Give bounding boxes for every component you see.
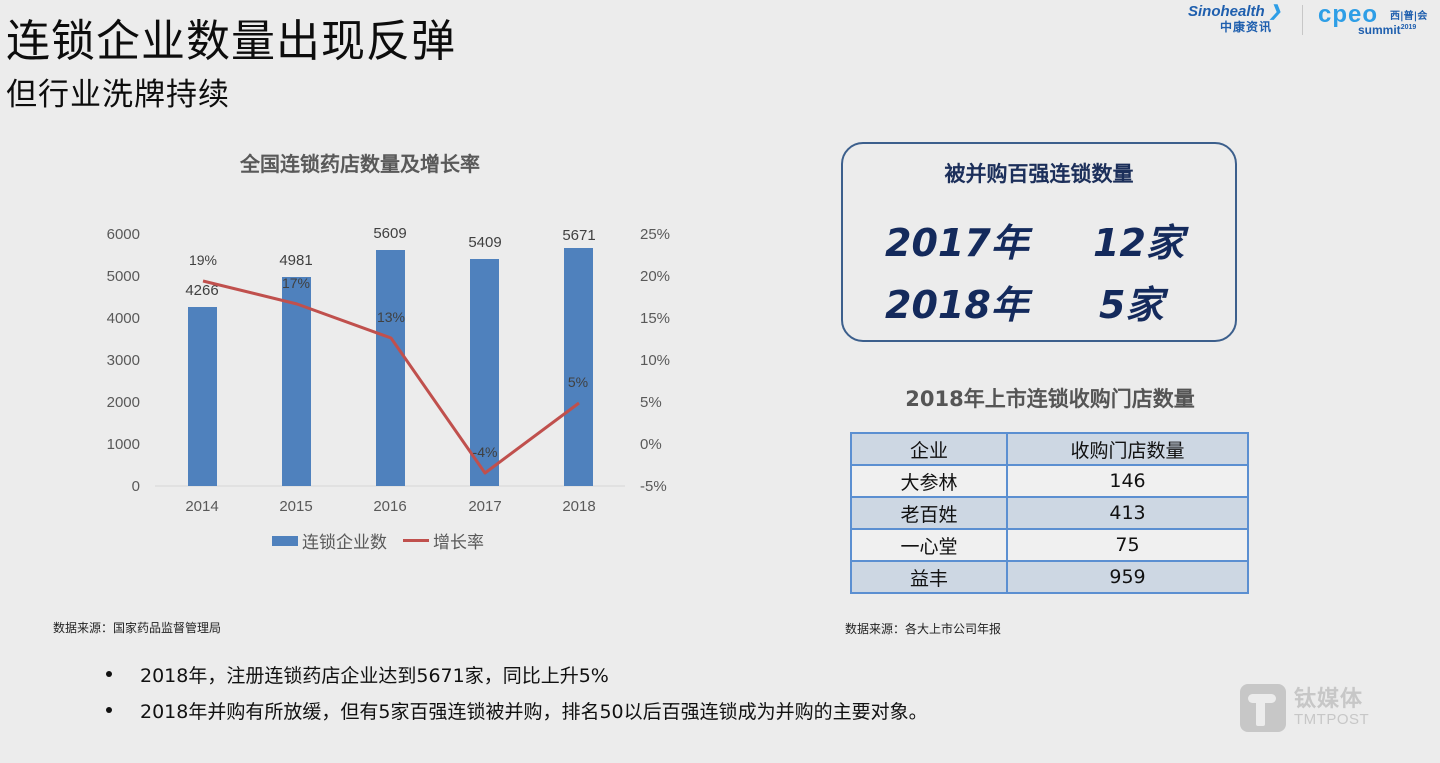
right-axis: -5% 0% 5% 10% 15% 20% 25% — [640, 226, 670, 495]
company-cell: 大参林 — [850, 464, 1008, 498]
ma-box-title: 被并购百强连锁数量 — [944, 162, 1134, 186]
logo-divider — [1302, 5, 1303, 35]
bar-2016 — [376, 250, 405, 486]
svg-text:15%: 15% — [640, 310, 670, 327]
svg-text:2018: 2018 — [562, 498, 595, 515]
svg-text:5%: 5% — [568, 374, 588, 390]
page-title: 连锁企业数量出现反弹 — [6, 16, 456, 67]
svg-text:5671: 5671 — [562, 227, 595, 244]
svg-text:6000: 6000 — [107, 226, 140, 243]
bullet-text: 2018年，注册连锁药店企业达到5671家，同比上升5% — [140, 664, 609, 687]
bar-2015 — [282, 277, 311, 486]
growth-rate-line — [202, 279, 580, 475]
ma-count-box: 被并购百强连锁数量 2017年 12家 2018年 5家 — [841, 142, 1237, 342]
cpeo-summit-text: summit — [1358, 23, 1401, 37]
table-row: 益丰 959 — [850, 560, 1249, 594]
svg-text:19%: 19% — [189, 252, 217, 268]
chart-title: 全国连锁药店数量及增长率 — [240, 152, 480, 176]
table-row: 老百姓 413 — [850, 496, 1249, 530]
svg-text:5%: 5% — [640, 394, 662, 411]
cpeo-logo: cpeo 西|普|会 summit2019 — [1318, 3, 1428, 39]
watermark-cn: 钛媒体 — [1294, 687, 1364, 712]
legend-bar-label: 连锁企业数 — [302, 533, 387, 553]
table-title: 2018年上市连锁收购门店数量 — [905, 387, 1195, 411]
sinohealth-logo-text: Sinohealth — [1188, 3, 1265, 20]
svg-text:20%: 20% — [640, 268, 670, 285]
svg-text:-4%: -4% — [473, 444, 498, 460]
legend-bar-swatch — [272, 535, 298, 546]
bar-2017 — [470, 259, 499, 486]
bullet-text: 2018年并购有所放缓，但有5家百强连锁被并购，排名50以后百强连锁成为并购的主… — [140, 700, 928, 723]
svg-text:5000: 5000 — [107, 268, 140, 285]
svg-text:2014: 2014 — [185, 498, 218, 515]
svg-text:-5%: -5% — [640, 478, 667, 495]
table-header-row: 企业 收购门店数量 — [850, 432, 1249, 466]
stores-cell: 413 — [1006, 496, 1249, 530]
cpeo-logo-tag: 西|普|会 — [1390, 11, 1428, 22]
svg-text:4981: 4981 — [279, 252, 312, 269]
tmtpost-watermark: 钛媒体 TMTPOST — [1240, 684, 1369, 732]
svg-text:5609: 5609 — [373, 225, 406, 242]
company-cell: 一心堂 — [850, 528, 1008, 562]
svg-text:4266: 4266 — [185, 282, 218, 299]
header-company: 企业 — [850, 432, 1008, 466]
left-axis: 0 1000 2000 3000 4000 5000 6000 — [107, 226, 140, 495]
stores-cell: 75 — [1006, 528, 1249, 562]
combo-chart: 0 1000 2000 3000 4000 5000 6000 -5% 0% 5… — [107, 225, 670, 515]
bullet-item: 2018年并购有所放缓，但有5家百强连锁被并购，排名50以后百强连锁成为并购的主… — [102, 692, 928, 728]
bar-2014 — [188, 307, 217, 486]
svg-text:1000: 1000 — [107, 436, 140, 453]
company-cell: 老百姓 — [850, 496, 1008, 530]
legend-line-swatch — [403, 539, 429, 542]
sinohealth-logo-cn: 中康资讯 — [1220, 20, 1273, 34]
tmtpost-t-icon — [1240, 684, 1286, 732]
table-source: 数据来源：各大上市公司年报 — [845, 622, 1002, 636]
cpeo-year: 2019 — [1400, 24, 1417, 31]
company-cell: 益丰 — [850, 560, 1008, 594]
bullet-list: 2018年，注册连锁药店企业达到5671家，同比上升5% 2018年并购有所放缓… — [102, 656, 928, 728]
ma-count-2018: 5家 — [1099, 283, 1164, 327]
svg-text:3000: 3000 — [107, 352, 140, 369]
svg-text:2016: 2016 — [373, 498, 406, 515]
page-subtitle: 但行业洗牌持续 — [6, 77, 230, 113]
svg-text:0%: 0% — [640, 436, 662, 453]
line-labels: 19% 17% 13% -4% 5% — [189, 252, 588, 460]
table-row: 大参林 146 — [850, 464, 1249, 498]
svg-text:2015: 2015 — [279, 498, 312, 515]
svg-text:4000: 4000 — [107, 310, 140, 327]
svg-text:2017: 2017 — [468, 498, 501, 515]
stores-cell: 146 — [1006, 464, 1249, 498]
stores-cell: 959 — [1006, 560, 1249, 594]
svg-text:2000: 2000 — [107, 394, 140, 411]
ma-year-2017: 2017年 — [885, 221, 1029, 265]
chart-source: 数据来源：国家药品监督管理局 — [53, 621, 222, 635]
acquisition-table: 企业 收购门店数量 大参林 146 老百姓 413 一心堂 75 益丰 959 — [850, 432, 1249, 594]
header-stores-acquired: 收购门店数量 — [1006, 432, 1249, 466]
ma-count-2017: 12家 — [1093, 221, 1184, 265]
ma-year-2018: 2018年 — [885, 283, 1029, 327]
svg-text:25%: 25% — [640, 226, 670, 243]
bar-series — [188, 248, 593, 486]
table-row: 一心堂 75 — [850, 528, 1249, 562]
watermark-en: TMTPOST — [1294, 711, 1370, 728]
svg-text:10%: 10% — [640, 352, 670, 369]
svg-text:0: 0 — [132, 478, 140, 495]
cpeo-logo-text: cpeo — [1318, 1, 1379, 28]
chart-legend: 连锁企业数 增长率 — [272, 528, 484, 553]
x-axis-categories: 2014 2015 2016 2017 2018 — [185, 498, 595, 515]
svg-text:13%: 13% — [377, 309, 405, 325]
bar-labels: 4266 4981 5609 5409 5671 — [185, 225, 595, 299]
svg-text:5409: 5409 — [468, 234, 501, 251]
bullet-dot-icon — [106, 707, 112, 713]
bar-2018 — [564, 248, 593, 486]
sinohealth-x-icon: ❯ — [1264, 3, 1282, 20]
sinohealth-logo: Sinohealth ❯ 中康资讯 — [1188, 3, 1296, 34]
bullet-item: 2018年，注册连锁药店企业达到5671家，同比上升5% — [102, 656, 928, 692]
svg-text:17%: 17% — [282, 275, 310, 291]
legend-line-label: 增长率 — [433, 533, 484, 553]
bullet-dot-icon — [106, 671, 112, 677]
